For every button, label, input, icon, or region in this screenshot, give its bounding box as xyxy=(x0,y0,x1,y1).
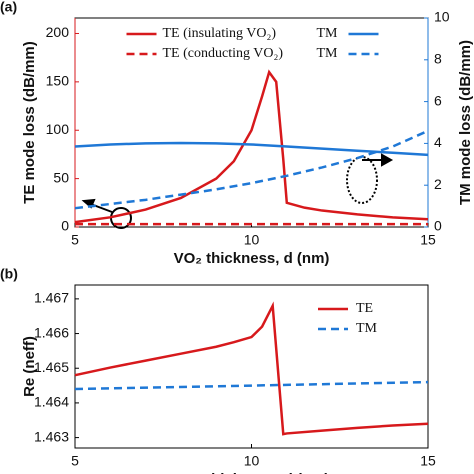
x-tick-label: 10 xyxy=(244,232,260,248)
x-tick-label: 10 xyxy=(244,453,260,469)
x-tick-label: 5 xyxy=(71,232,79,248)
series-line xyxy=(74,129,429,210)
legend-label: TE (conducting VO₂) xyxy=(163,46,284,61)
x-tick-label: 15 xyxy=(420,232,436,248)
legend-label: TM xyxy=(317,26,339,41)
x-axis-label: VO₂ thickness, d (nm) xyxy=(174,471,330,474)
y2-tick-label: 6 xyxy=(434,92,442,108)
y-tick-label: 200 xyxy=(46,24,70,40)
x-axis-label: VO₂ thickness, d (nm) xyxy=(174,250,330,267)
y-axis-label: TE mode loss (dB/mm) xyxy=(21,41,38,204)
loss-marker xyxy=(346,156,378,204)
y-tick-label: 150 xyxy=(46,73,70,89)
y2-axis-label: TM mode loss (dB/mm) xyxy=(457,40,474,205)
y-tick-label: 100 xyxy=(46,121,70,137)
y-tick-label: 50 xyxy=(53,169,69,185)
y2-tick-label: 4 xyxy=(434,134,442,150)
y2-tick-label: 10 xyxy=(434,9,450,25)
series-line xyxy=(74,380,429,391)
y-tick-label: 1.464 xyxy=(34,394,69,410)
legend-label: TM xyxy=(317,46,339,61)
legend-label: TE xyxy=(356,301,373,316)
y-tick-label: 1.465 xyxy=(34,359,69,375)
x-tick-label: 15 xyxy=(420,453,436,469)
y-tick-label: 1.467 xyxy=(34,290,69,306)
panel-label: (b) xyxy=(0,266,18,282)
legend-label: TE (insulating VO₂) xyxy=(163,26,277,41)
panel-label: (a) xyxy=(0,0,17,15)
y-axis-label: Re (neff) xyxy=(21,336,38,397)
annotations xyxy=(81,153,394,229)
y-tick-label: 1.463 xyxy=(34,428,69,444)
plot-frame xyxy=(74,284,429,449)
arrow-head xyxy=(381,153,394,167)
y-tick-label: 1.466 xyxy=(34,324,69,340)
y2-tick-label: 2 xyxy=(434,176,442,192)
y2-tick-label: 0 xyxy=(434,218,442,234)
y2-tick-label: 8 xyxy=(434,51,442,67)
x-tick-label: 5 xyxy=(71,453,79,469)
series-line xyxy=(74,301,429,436)
legend-label: TM xyxy=(356,321,378,336)
series-line xyxy=(74,69,429,224)
y-tick-label: 0 xyxy=(61,218,69,234)
series-line xyxy=(74,141,429,157)
